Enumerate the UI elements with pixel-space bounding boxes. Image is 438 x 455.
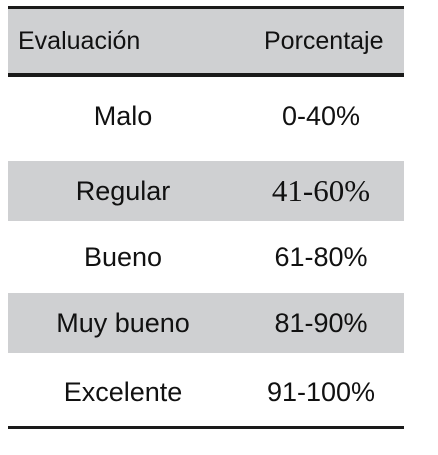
- header-porcentaje: Porcentaje: [264, 26, 384, 55]
- porcentaje-cell: 61-80%: [274, 241, 368, 272]
- table-row: Excelente 91-100%: [8, 359, 404, 425]
- porcentaje-cell: 41-60%: [271, 173, 371, 208]
- table-row: Muy bueno 81-90%: [8, 293, 404, 353]
- evaluacion-cell: Excelente: [63, 376, 183, 407]
- porcentaje-cell: 81-90%: [274, 307, 368, 338]
- porcentaje-cell: 91-100%: [266, 376, 376, 407]
- table-row: Regular 41-60%: [8, 161, 404, 221]
- header-rule: [8, 73, 404, 77]
- evaluacion-cell: Malo: [93, 100, 153, 131]
- table-header: Evaluación Porcentaje: [8, 9, 404, 73]
- table-row: Malo 0-40%: [8, 77, 404, 155]
- header-evaluacion: Evaluación: [18, 26, 141, 55]
- porcentaje-cell: 0-40%: [281, 100, 361, 131]
- evaluation-table: Evaluación Porcentaje Malo 0-40% Regular…: [8, 6, 404, 425]
- table-top-rule: [8, 6, 404, 9]
- evaluacion-cell: Regular: [75, 175, 171, 206]
- table-row: Bueno 61-80%: [8, 227, 404, 287]
- table-bottom-rule: [8, 426, 404, 429]
- evaluacion-cell: Muy bueno: [56, 307, 190, 338]
- evaluacion-cell: Bueno: [83, 241, 163, 272]
